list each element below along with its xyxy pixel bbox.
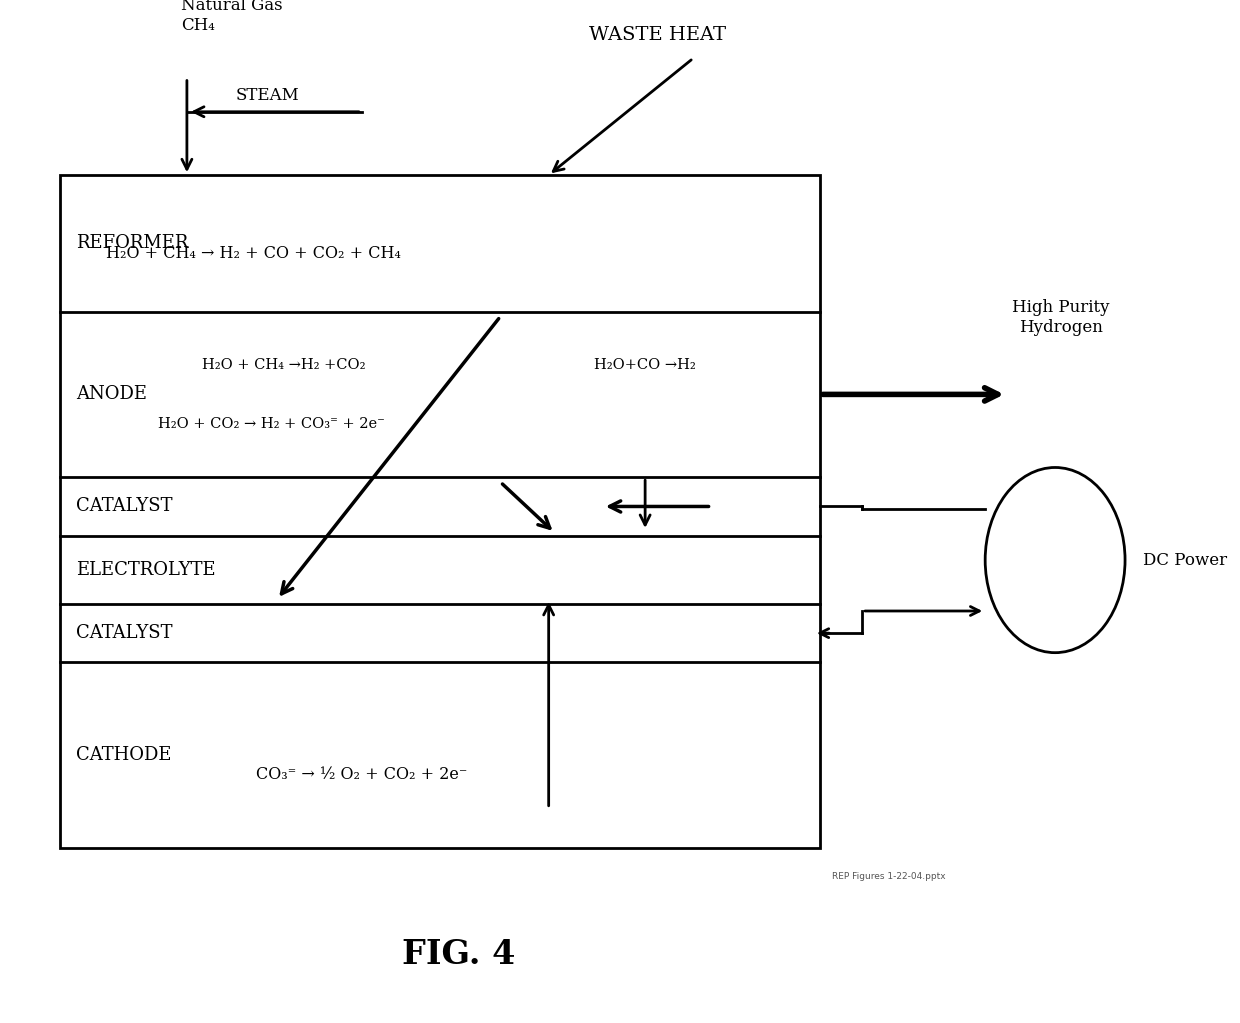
Bar xyxy=(61,175,820,848)
Text: CO₃⁼ → ½ O₂ + CO₂ + 2e⁻: CO₃⁼ → ½ O₂ + CO₂ + 2e⁻ xyxy=(257,766,467,783)
Text: ANODE: ANODE xyxy=(76,386,148,403)
Text: FIG. 4: FIG. 4 xyxy=(402,938,515,971)
Text: CATHODE: CATHODE xyxy=(76,746,171,764)
Text: WASTE HEAT: WASTE HEAT xyxy=(589,26,725,44)
Text: H₂O+CO →H₂: H₂O+CO →H₂ xyxy=(594,358,696,372)
Text: ELECTROLYTE: ELECTROLYTE xyxy=(76,561,216,579)
Ellipse shape xyxy=(985,468,1125,653)
Text: REFORMER: REFORMER xyxy=(76,234,188,253)
Text: Natural Gas
CH₄: Natural Gas CH₄ xyxy=(181,0,283,34)
Text: High Purity
Hydrogen: High Purity Hydrogen xyxy=(1012,300,1110,336)
Text: H₂O + CH₄ → H₂ + CO + CO₂ + CH₄: H₂O + CH₄ → H₂ + CO + CO₂ + CH₄ xyxy=(105,244,401,262)
Text: DC Power: DC Power xyxy=(1143,551,1228,569)
Text: REP Figures 1-22-04.pptx: REP Figures 1-22-04.pptx xyxy=(832,872,946,881)
Text: CATALYST: CATALYST xyxy=(76,497,172,516)
Text: STEAM: STEAM xyxy=(236,87,299,104)
Text: CATALYST: CATALYST xyxy=(76,624,172,642)
Text: H₂O + CH₄ →H₂ +CO₂: H₂O + CH₄ →H₂ +CO₂ xyxy=(202,358,365,372)
Text: H₂O + CO₂ → H₂ + CO₃⁼ + 2e⁻: H₂O + CO₂ → H₂ + CO₃⁼ + 2e⁻ xyxy=(157,416,384,431)
